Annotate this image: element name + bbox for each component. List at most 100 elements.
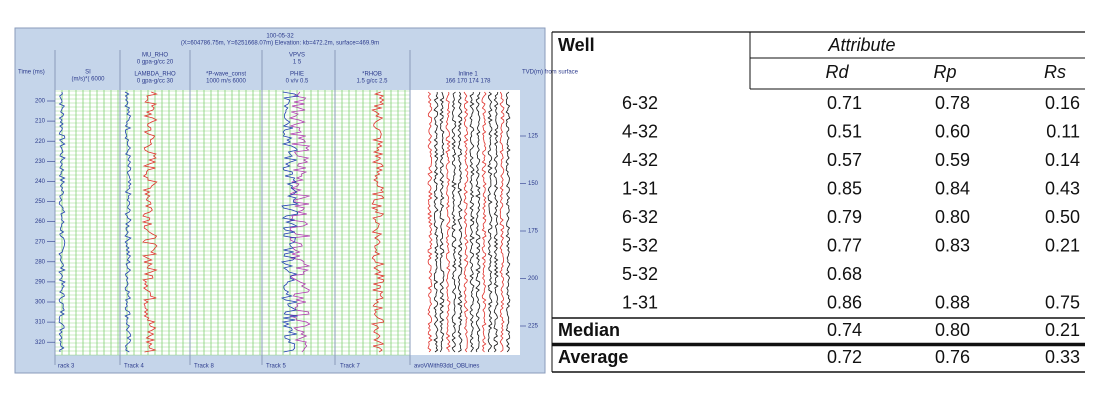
summary-value: 0.80 — [935, 320, 970, 340]
time-tick-label: 310 — [35, 320, 46, 326]
track-scale: 166 170 174 178 — [445, 79, 491, 85]
cell-value: 0.68 — [827, 264, 862, 284]
well-name: 4-32 — [622, 150, 658, 170]
time-tick-label: 290 — [35, 279, 46, 285]
log-curve — [288, 91, 311, 353]
log-curve — [499, 91, 505, 353]
cell-value: 0.51 — [827, 121, 862, 141]
track-scale: 1.5 g/cc 2.5 — [356, 79, 388, 85]
track-footer: Track 7 — [340, 364, 360, 370]
log-curve — [141, 91, 158, 353]
time-tick-label: 240 — [35, 179, 46, 185]
track-footer: avoVWith93dd_OBLines — [414, 364, 479, 370]
log-curve — [463, 91, 469, 353]
log-curve — [124, 91, 132, 353]
left-axis-label: Time (ms) — [18, 70, 45, 76]
log-curve — [58, 91, 66, 353]
log-curve — [481, 91, 487, 353]
well-name: 1-31 — [622, 292, 658, 312]
time-tick-label: 220 — [35, 139, 46, 145]
tvd-tick-label: 125 — [528, 134, 539, 140]
track-name: LAMBDA_RHO — [134, 72, 176, 78]
cell-value: 0.21 — [1045, 235, 1080, 255]
tvd-tick-label: 200 — [528, 276, 539, 282]
log-curve — [469, 91, 475, 353]
header-well: Well — [558, 35, 595, 55]
track-name: SI — [85, 70, 91, 76]
time-tick-label: 300 — [35, 300, 46, 306]
cell-value: 0.86 — [827, 292, 862, 312]
time-tick-label: 210 — [35, 119, 46, 125]
log-curve — [427, 91, 433, 353]
well-name: 4-32 — [622, 121, 658, 141]
track-name: VPVS — [289, 53, 305, 59]
track-scale: 1000 m/s 6000 — [206, 79, 246, 85]
log-curve — [370, 91, 386, 353]
log-title: 100-05-32 — [266, 34, 294, 40]
cell-value: 0.83 — [935, 235, 970, 255]
cell-value: 0.84 — [935, 178, 970, 198]
track-name: PHIE — [290, 72, 304, 78]
cell-value: 0.75 — [1045, 292, 1080, 312]
well-name: 5-32 — [622, 264, 658, 284]
cell-value: 0.78 — [935, 93, 970, 113]
time-tick-label: 250 — [35, 199, 46, 205]
log-curve — [475, 91, 481, 353]
log-curve — [487, 91, 493, 353]
log-curve — [433, 92, 439, 353]
cell-value: 0.14 — [1045, 150, 1080, 170]
log-curve — [445, 91, 451, 353]
log-curve — [505, 91, 511, 353]
cell-value: 0.77 — [827, 235, 862, 255]
time-tick-label: 260 — [35, 219, 46, 225]
log-curve — [457, 91, 463, 353]
cell-value: 0.85 — [827, 178, 862, 198]
time-tick-label: 200 — [35, 99, 46, 105]
well-log-panel: 100-05-32(X=604786.75m, Y=6251668.07m) E… — [14, 27, 579, 374]
time-tick-label: 320 — [35, 340, 46, 346]
cell-value: 0.16 — [1045, 93, 1080, 113]
attribute-table: Well Attribute Rd Rp Rs 6-32 0.71 0.78 0.16 4-32 0… — [551, 31, 1085, 373]
cell-value: 0.59 — [935, 150, 970, 170]
right-axis-label: TVD(m) from surface — [522, 70, 579, 76]
track-name: MU_RHO — [142, 53, 168, 59]
cell-value: 0.60 — [935, 121, 970, 141]
cell-value: 0.71 — [827, 93, 862, 113]
well-name: 5-32 — [622, 235, 658, 255]
summary-label: Median — [558, 320, 620, 340]
track-scale: (m/s)*( 6000 — [71, 77, 105, 83]
summary-label: Average — [558, 347, 628, 367]
track-footer: Track 4 — [124, 364, 144, 370]
tvd-tick-label: 175 — [528, 229, 539, 235]
well-name: 6-32 — [622, 93, 658, 113]
log-subtitle: (X=604786.75m, Y=6251668.07m) Elevation:… — [181, 41, 379, 47]
column-header: Rp — [933, 62, 956, 82]
track-footer: Track 8 — [194, 364, 214, 370]
summary-value: 0.21 — [1045, 320, 1080, 340]
summary-value: 0.72 — [827, 347, 862, 367]
cell-value: 0.79 — [827, 207, 862, 227]
track-scale: 0 gpa-g/cc 30 — [137, 79, 174, 85]
well-name: 1-31 — [622, 178, 658, 198]
track-scale: 0 gpa-g/cc 20 — [137, 60, 174, 66]
log-curve — [439, 91, 445, 353]
cell-value: 0.50 — [1045, 207, 1080, 227]
well-name: 6-32 — [622, 207, 658, 227]
summary-value: 0.33 — [1045, 347, 1080, 367]
time-tick-label: 280 — [35, 259, 46, 265]
time-tick-label: 270 — [35, 239, 46, 245]
cell-value: 0.80 — [935, 207, 970, 227]
cell-value: 0.88 — [935, 292, 970, 312]
cell-value: 0.11 — [1046, 121, 1080, 141]
track-footer: rack 3 — [58, 364, 75, 370]
track-name: *RHOB — [362, 72, 382, 78]
column-header: Rd — [825, 62, 849, 82]
log-curve — [280, 91, 300, 353]
header-attribute: Attribute — [827, 35, 895, 55]
column-header: Rs — [1044, 62, 1066, 82]
time-tick-label: 230 — [35, 159, 46, 165]
summary-value: 0.76 — [935, 347, 970, 367]
log-curve — [493, 91, 499, 353]
